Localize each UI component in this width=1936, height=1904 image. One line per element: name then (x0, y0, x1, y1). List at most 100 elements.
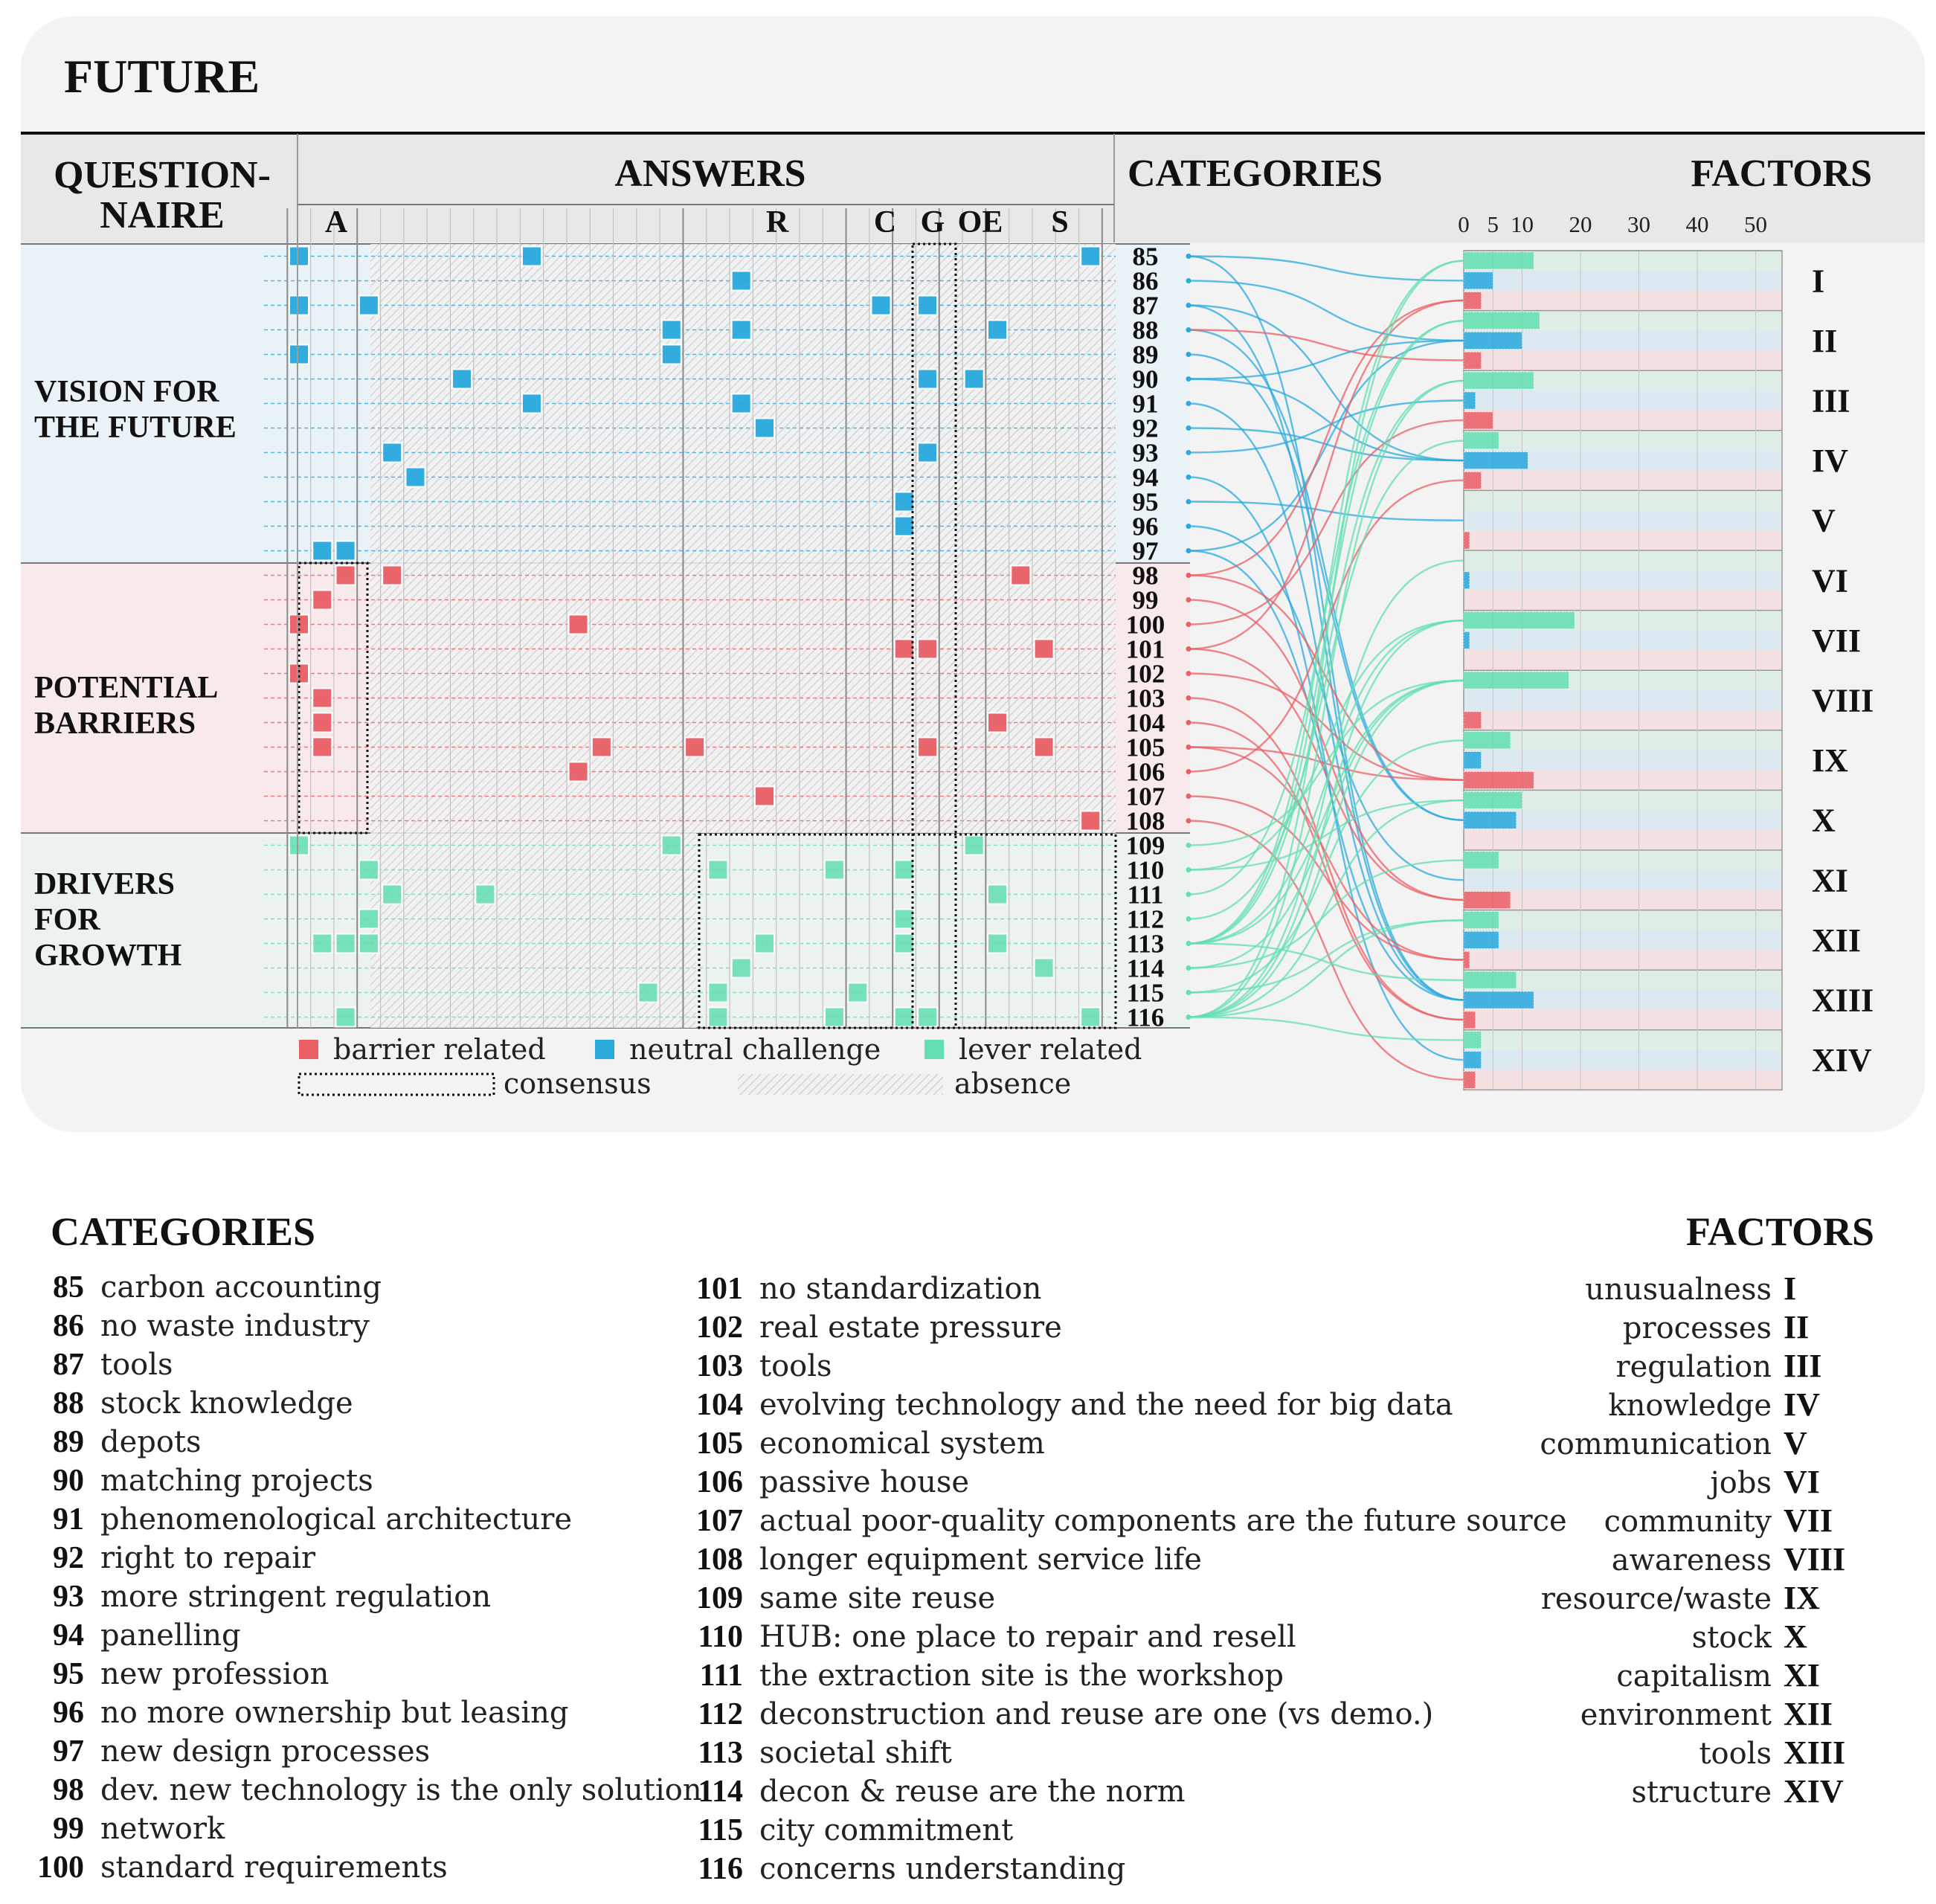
flow-origin-6 (1186, 401, 1191, 406)
factor-band-XIV-1 (1464, 1049, 1782, 1070)
flow-line-barrier (1188, 648, 1464, 901)
answer-mark-lever (847, 982, 869, 1003)
glossary-factor-text: environment (1580, 1698, 1772, 1732)
section-label-0-1: THE FUTURE (34, 411, 237, 445)
flow-origin-15 (1186, 622, 1191, 627)
flow-line-neutral (1188, 304, 1464, 462)
factor-bar-VIII-lever (1463, 671, 1569, 689)
answer-mark-lever (707, 859, 729, 881)
glossary-item: 97 new design processes (22, 1732, 702, 1771)
glossary-number: 102 (696, 1310, 743, 1345)
factor-band-VIII-2 (1464, 710, 1782, 730)
factor-band-I-2 (1464, 290, 1782, 311)
factor-bar-V-barrier (1463, 531, 1470, 550)
glossary-text: city commitment (759, 1813, 1014, 1847)
glossary-number: 103 (696, 1349, 743, 1383)
category-number-85: 85 (1133, 242, 1159, 271)
category-number-110: 110 (1127, 856, 1165, 885)
answer-mark-neutral (660, 344, 682, 365)
flow-line-lever (1188, 620, 1464, 1018)
answer-mark-neutral (521, 245, 542, 267)
flow-line-lever (1188, 260, 1464, 1018)
flow-line-neutral (1188, 476, 1464, 1061)
glossary-categories-title: CATEGORIES (51, 1209, 316, 1254)
answer-mark-neutral (451, 368, 473, 390)
answer-mark-barrier (591, 736, 612, 758)
glossary-number: 92 (53, 1541, 84, 1575)
answer-mark-lever (823, 859, 845, 881)
flow-line-lever (1188, 620, 1464, 945)
answer-mark-neutral (382, 442, 403, 463)
answer-mark-neutral (754, 417, 775, 439)
glossary-item: 102 real estate pressure (687, 1308, 1567, 1347)
answer-mark-lever (475, 884, 496, 905)
glossary-text: concerns understanding (759, 1852, 1126, 1886)
glossary-item: 98 dev. new technology is the only soluti… (22, 1771, 702, 1810)
flow-line-barrier (1188, 746, 1464, 961)
category-number-115: 115 (1127, 979, 1165, 1008)
answer-mark-barrier (382, 565, 403, 586)
flow-line-barrier (1188, 419, 1464, 625)
glossary-number: 91 (53, 1502, 84, 1537)
answer-mark-neutral (1080, 245, 1102, 267)
glossary-number: 93 (53, 1580, 84, 1614)
category-number-103: 103 (1126, 684, 1165, 713)
section-label-1-0: POTENTIAL (34, 671, 218, 705)
factor-band-IX-1 (1464, 750, 1782, 771)
answer-group-A: A (325, 205, 348, 239)
glossary-item: 96 no more ownership but leasing (22, 1694, 702, 1732)
flow-origin-25 (1186, 867, 1191, 872)
flow-line-lever (1188, 1016, 1464, 1041)
factor-numeral-I: I (1812, 263, 1824, 299)
factor-bar-VIII-barrier (1463, 711, 1482, 730)
factor-bar-XIII-lever (1463, 971, 1517, 989)
answer-mark-neutral (660, 319, 682, 341)
glossary-text: phenomenological architecture (100, 1502, 573, 1537)
factor-band-XI-1 (1464, 869, 1782, 890)
factor-band-II-2 (1464, 350, 1782, 371)
answer-mark-lever (893, 908, 915, 930)
glossary-factor-numeral: VII (1784, 1502, 1833, 1539)
category-number-113: 113 (1127, 930, 1165, 959)
header-questionnaire-2: NAIRE (100, 194, 225, 237)
category-number-94: 94 (1133, 463, 1159, 492)
glossary-item: 100 standard requirements (22, 1848, 702, 1887)
answer-mark-neutral (917, 295, 939, 316)
factor-bar-II-neutral (1463, 332, 1522, 350)
factor-band-XI-0 (1464, 850, 1782, 870)
factor-band-VI-0 (1464, 550, 1782, 570)
factor-bar-I-neutral (1463, 271, 1493, 290)
glossary-item: 91 phenomenological architecture (22, 1500, 702, 1539)
answer-mark-barrier (987, 712, 1008, 733)
glossary-number: 98 (53, 1773, 84, 1807)
factor-bar-II-lever (1463, 312, 1540, 329)
glossary-factor-text: capitalism (1616, 1659, 1772, 1694)
axis-tick-40: 40 (1686, 211, 1709, 237)
glossary-factor-numeral: X (1784, 1618, 1807, 1655)
answer-mark-barrier (567, 761, 589, 782)
glossary-number: 90 (53, 1464, 84, 1498)
glossary-factor-item: communication V (1540, 1424, 1865, 1463)
glossary-factor-item: awareness VIII (1540, 1540, 1865, 1579)
glossary-item: 105 economical system (687, 1424, 1567, 1463)
answer-mark-neutral (917, 442, 939, 463)
glossary-factors-title: FACTORS (1685, 1209, 1874, 1254)
glossary-item: 104 evolving technology and the need for … (687, 1386, 1567, 1424)
factor-band-IV-2 (1464, 470, 1782, 491)
answer-mark-neutral (963, 368, 985, 390)
axis-tick-30: 30 (1627, 211, 1650, 237)
glossary-text: standard requirements (100, 1850, 448, 1885)
factor-bar-VII-lever (1463, 611, 1575, 629)
glossary-text: real estate pressure (759, 1310, 1062, 1345)
answer-mark-neutral (405, 466, 426, 488)
category-number-87: 87 (1133, 292, 1159, 321)
answer-mark-lever (1080, 1006, 1102, 1028)
flow-line-lever (1188, 739, 1464, 994)
factor-bar-XII-neutral (1463, 931, 1499, 949)
answer-mark-lever (963, 834, 985, 856)
factor-band-XII-1 (1464, 930, 1782, 951)
glossary-factor-numeral: III (1784, 1348, 1822, 1384)
answer-mark-lever (289, 834, 309, 856)
factor-numeral-VII: VII (1812, 623, 1861, 659)
factor-numeral-IV: IV (1812, 443, 1848, 479)
